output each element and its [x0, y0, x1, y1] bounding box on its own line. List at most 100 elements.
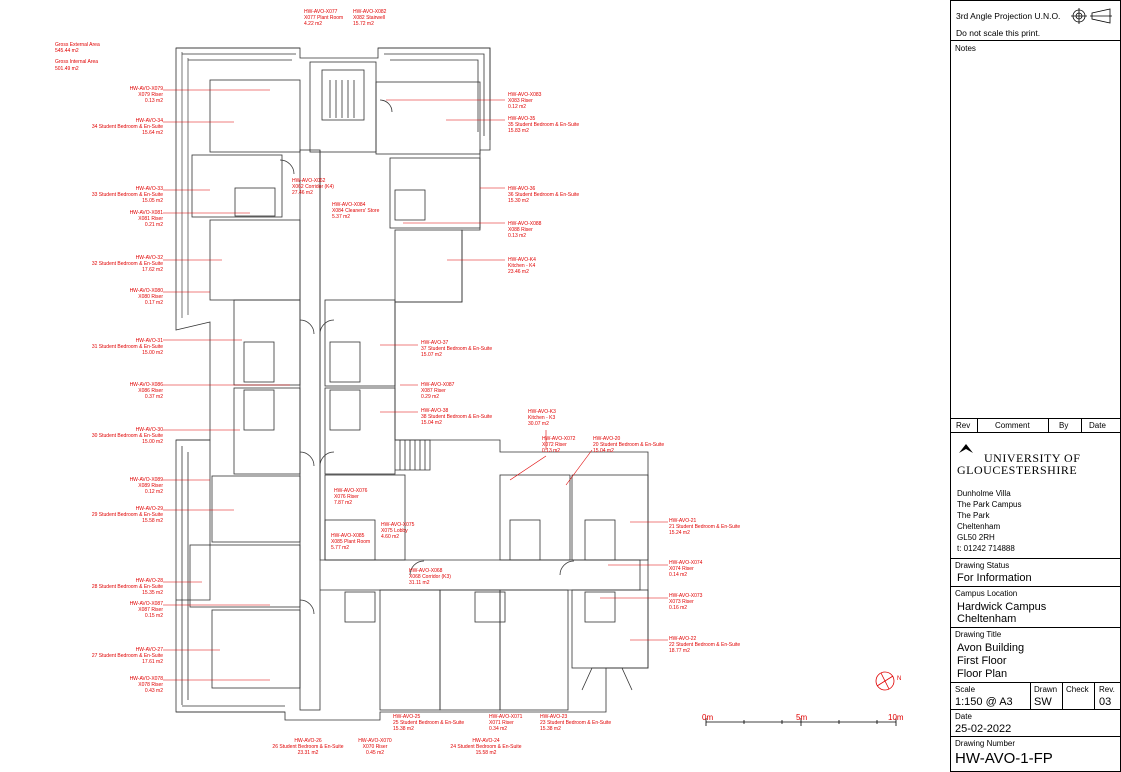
room-area: 15.72 m2	[353, 21, 374, 28]
check-label: Check	[1066, 685, 1089, 694]
room-id: HW-AVO-K3	[528, 409, 556, 415]
room-id: HW-AVO-K4	[508, 257, 536, 263]
room-id: HW-AVO-X072	[542, 436, 576, 442]
room-label: HW-AVO-X081 X081 Riser 0.21 m2	[130, 210, 163, 229]
room-id: HW-AVO-27	[135, 647, 163, 653]
room-label: HW-AVO-X078 X078 Riser 0.43 m2	[130, 676, 163, 695]
room-id: HW-AVO-X089	[129, 477, 163, 483]
room-name: 25 Student Bedroom & En-Suite	[393, 720, 465, 727]
by-header: By	[1059, 421, 1069, 430]
gia-label: Gross Internal Area	[55, 59, 99, 66]
room-label: HW-AVO-X087 X087 Riser 0.15 m2	[130, 601, 163, 620]
room-name: X087 Riser	[138, 607, 163, 614]
room-id: HW-AVO-30	[135, 427, 163, 433]
room-label: HW-AVO-X072 X072 Riser 0.13 m2	[542, 436, 575, 455]
date-value: 25-02-2022	[955, 723, 1012, 735]
room-id: HW-AVO-32	[135, 255, 163, 261]
room-area: 15.30 m2	[508, 198, 529, 205]
room-name: X081 Riser	[138, 216, 163, 223]
room-area: 0.29 m2	[421, 394, 440, 401]
room-label: HW-AVO-X073 X073 Riser 0.16 m2	[669, 593, 702, 612]
notes-label: Notes	[955, 44, 976, 53]
room-area: 15.38 m2	[393, 726, 414, 733]
room-area: 15.83 m2	[508, 128, 529, 135]
status-value: For Information	[957, 572, 1032, 584]
room-id: HW-AVO-31	[135, 338, 163, 344]
room-name: X080 Riser	[138, 294, 163, 301]
room-area: 0.15 m2	[144, 613, 163, 620]
room-name: 36 Student Bedroom & En-Suite	[508, 192, 580, 199]
room-name: X073 Riser	[669, 599, 694, 606]
room-label: HW-AVO-30 30 Student Bedroom & En-Suite 15…	[92, 427, 163, 446]
room-name: 29 Student Bedroom & En-Suite	[91, 512, 163, 519]
status-label: Drawing Status	[955, 561, 1010, 570]
room-area: 31.11 m2	[409, 580, 430, 587]
room-label: HW-AVO-X088 X088 Riser 0.13 m2	[508, 221, 541, 240]
room-name: 33 Student Bedroom & En-Suite	[91, 192, 163, 199]
room-id: HW-AVO-35	[508, 116, 536, 122]
room-area: 0.13 m2	[542, 448, 561, 455]
comment-header: Comment	[995, 421, 1030, 430]
room-id: HW-AVO-X077	[304, 9, 338, 15]
room-label: HW-AVO-X076 X076 Riser 7.87 m2	[334, 488, 367, 507]
room-id: HW-AVO-36	[508, 186, 536, 192]
room-area: 23.46 m2	[508, 269, 529, 276]
room-name: 20 Student Bedroom & En-Suite	[593, 442, 665, 449]
room-label: HW-AVO-33 33 Student Bedroom & En-Suite 15…	[92, 186, 163, 205]
room-area: 15.04 m2	[593, 448, 614, 455]
campus-value2: Cheltenham	[957, 613, 1017, 625]
rev-header: Rev	[956, 421, 971, 430]
room-name: 27 Student Bedroom & En-Suite	[91, 653, 163, 660]
room-area: 15.05 m2	[142, 198, 163, 205]
scale-5: 5m	[796, 713, 807, 722]
gea-value: 545.44 m2	[55, 48, 79, 55]
room-area: 17.61 m2	[142, 659, 163, 666]
room-label: HW-AVO-24 24 Student Bedroom & En-Suite 15…	[446, 738, 526, 757]
room-area: 15.00 m2	[142, 350, 163, 357]
room-name: Kitchen - K3	[528, 415, 556, 422]
room-area: 0.12 m2	[144, 489, 163, 496]
room-id: HW-AVO-X083	[508, 92, 542, 98]
university-logo-icon	[959, 444, 973, 453]
room-area: 5.77 m2	[331, 545, 350, 552]
north-label: N	[897, 676, 901, 682]
room-name: Kitchen - K4	[508, 263, 536, 270]
room-area: 15.07 m2	[421, 352, 442, 359]
room-id: HW-AVO-X081	[129, 210, 163, 216]
room-name: 22 Student Bedroom & En-Suite	[669, 642, 741, 649]
room-area: 0.13 m2	[144, 98, 163, 105]
room-name: X070 Riser	[362, 744, 388, 751]
room-id: HW-AVO-X084	[332, 202, 366, 208]
address-line: t: 01242 714888	[957, 544, 1015, 553]
room-id: HW-AVO-X079	[129, 86, 163, 92]
room-name: X072 Riser	[542, 442, 567, 449]
room-name: X086 Riser	[138, 388, 163, 395]
room-label: HW-AVO-34 34 Student Bedroom & En-Suite 15…	[92, 118, 163, 137]
room-area: 5.37 m2	[332, 214, 351, 221]
room-id: HW-AVO-38	[421, 408, 449, 414]
room-id: HW-AVO-20	[593, 436, 621, 442]
room-label: HW-AVO-K3 Kitchen - K3 30.07 m2	[528, 409, 556, 428]
room-name: 21 Student Bedroom & En-Suite	[669, 524, 741, 531]
room-id: HW-AVO-X074	[669, 560, 703, 566]
drawing-title-value1: Avon Building	[957, 642, 1025, 654]
room-area: 0.45 m2	[365, 750, 385, 757]
room-name: 38 Student Bedroom & En-Suite	[421, 414, 493, 421]
room-area: 15.24 m2	[669, 530, 690, 537]
room-label: HW-AVO-23 23 Student Bedroom & En-Suite 15…	[540, 714, 611, 733]
address-block: Dunholme Villa The Park Campus The Park …	[957, 488, 1021, 554]
gea-label: Gross External Area	[55, 42, 100, 48]
room-id: HW-AVO-X071	[489, 714, 523, 720]
room-area: 15.58 m2	[475, 750, 497, 757]
room-id: HW-AVO-37	[421, 340, 449, 346]
building-outline	[175, 47, 649, 721]
room-name: X075 Lobby	[381, 528, 408, 535]
scale-bar	[705, 718, 897, 726]
room-label: HW-AVO-38 38 Student Bedroom & En-Suite 15…	[421, 408, 492, 427]
room-name: X062 Corridor (K4)	[292, 184, 334, 191]
room-id: HW-AVO-X085	[331, 533, 365, 539]
address-line: The Park	[957, 511, 990, 520]
room-name: 31 Student Bedroom & En-Suite	[91, 344, 163, 351]
room-label: HW-AVO-X087 X087 Riser 0.29 m2	[421, 382, 454, 401]
room-area: 0.16 m2	[669, 605, 688, 612]
